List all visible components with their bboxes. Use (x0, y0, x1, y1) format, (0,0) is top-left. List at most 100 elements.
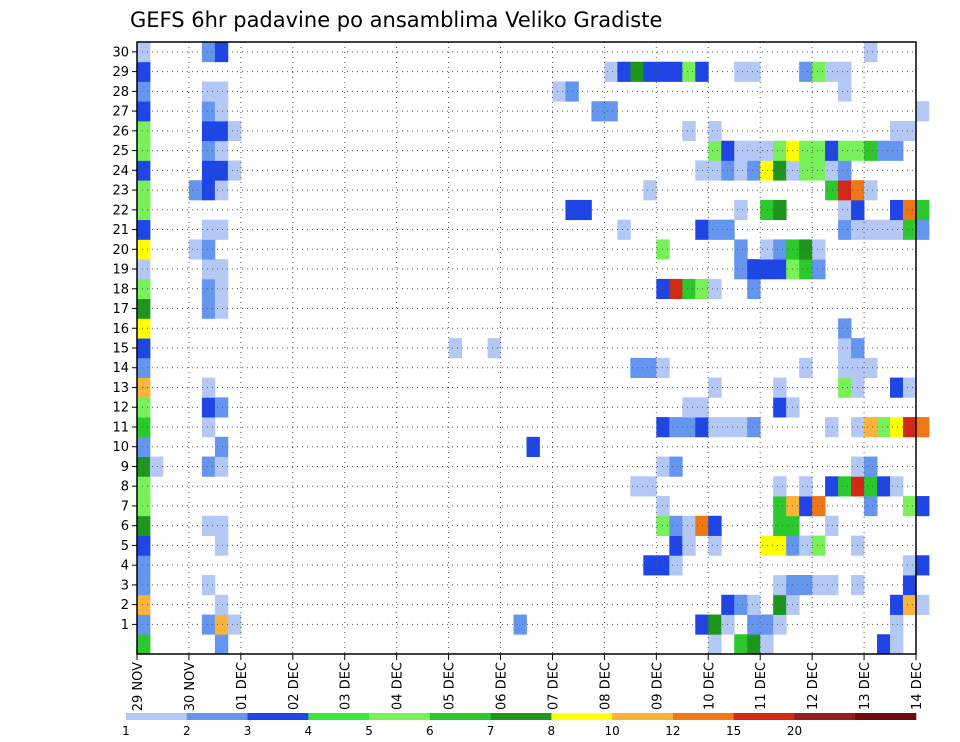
heatmap-cell (227, 160, 242, 181)
color-legend: 1 2 3 4 5 6 7 8 10 12 15 20 (122, 713, 917, 738)
y-tick-label: 12 (112, 401, 129, 416)
legend-label: 7 (487, 724, 495, 738)
y-tick-label: 10 (112, 440, 129, 455)
legend-color-box (186, 713, 248, 720)
heatmap-cell (825, 575, 839, 596)
heatmap-cell (201, 278, 216, 300)
heatmap-cell (799, 535, 813, 556)
heatmap-cell (604, 61, 618, 82)
heatmap-cell (838, 61, 852, 82)
heatmap-cell (708, 634, 722, 655)
heatmap-cell (656, 239, 670, 260)
heatmap-cell (825, 515, 839, 536)
heatmap-cell (201, 219, 216, 240)
heatmap-cell (864, 219, 878, 240)
heatmap-cell (137, 535, 151, 556)
heatmap-cell (747, 634, 761, 655)
heatmap-cell (747, 614, 761, 635)
heatmap-cell (838, 219, 852, 240)
heatmap-cell (604, 101, 618, 122)
heatmap-cell (656, 496, 670, 517)
heatmap-cells (137, 42, 930, 655)
heatmap-cell (617, 219, 631, 240)
heatmap-cell (137, 318, 151, 339)
heatmap-cell (838, 81, 852, 102)
heatmap-cell (812, 140, 826, 161)
legend-label: 20 (787, 724, 802, 738)
plot-frame (136, 41, 917, 655)
y-tick-label: 2 (121, 598, 129, 613)
heatmap-cell (825, 417, 839, 438)
heatmap-cell (617, 61, 631, 82)
heatmap-cell (656, 417, 670, 438)
heatmap-cell (137, 515, 151, 536)
heatmap-cell (214, 436, 229, 457)
heatmap-cell (227, 120, 242, 142)
heatmap-cell (682, 120, 696, 142)
heatmap-cell (214, 456, 229, 477)
x-tick-label: 10 DEC (702, 662, 717, 710)
y-tick-label: 27 (112, 105, 129, 120)
legend-color-box (794, 713, 856, 720)
heatmap-cell (799, 476, 813, 497)
heatmap-cell (903, 496, 917, 517)
heatmap-cell (838, 377, 852, 398)
heatmap-cell (214, 259, 229, 280)
heatmap-cell (137, 634, 151, 655)
legend-label: 8 (548, 724, 556, 738)
heatmap-cell (708, 120, 722, 142)
legend-color-box (247, 713, 309, 720)
heatmap-cell (864, 357, 878, 379)
heatmap-cell (137, 357, 151, 379)
y-tick-label: 11 (112, 420, 129, 435)
heatmap-cell (903, 199, 917, 221)
heatmap-cell (214, 634, 229, 655)
y-tick-label: 4 (121, 559, 129, 574)
y-tick-label: 6 (121, 519, 129, 534)
x-tick-label: 03 DEC (339, 662, 354, 710)
heatmap-cell (825, 140, 839, 161)
heatmap-cell (682, 417, 696, 438)
heatmap-cell (773, 535, 787, 556)
heatmap-cell (890, 476, 904, 497)
heatmap-cell (760, 259, 774, 280)
x-tick-label: 06 DEC (495, 662, 510, 710)
heatmap-cell (137, 61, 151, 82)
y-tick-label: 8 (121, 480, 129, 495)
heatmap-cell (695, 61, 709, 82)
heatmap-cell (201, 515, 216, 536)
heatmap-cell (734, 259, 748, 280)
heatmap-cell (214, 81, 229, 102)
x-tick-label: 14 DEC (910, 662, 925, 710)
heatmap-cell (877, 219, 891, 240)
legend-color-box (855, 713, 917, 720)
y-tick-label: 17 (112, 302, 129, 317)
heatmap-cell (137, 417, 151, 438)
heatmap-cell (708, 515, 722, 536)
heatmap-cell (137, 397, 151, 418)
heatmap-cell (773, 259, 787, 280)
heatmap-cell (864, 42, 878, 63)
heatmap-cell (838, 160, 852, 181)
heatmap-cell (669, 456, 683, 477)
heatmap-cell (799, 140, 813, 161)
heatmap-cell (890, 614, 904, 635)
x-tick-label: 11 DEC (754, 662, 769, 710)
heatmap-cell (137, 594, 151, 615)
heatmap-cell (773, 575, 787, 596)
heatmap-cell (864, 456, 878, 477)
y-tick-label: 9 (121, 460, 129, 475)
heatmap-cell (760, 535, 774, 556)
heatmap-cell (188, 180, 203, 201)
heatmap-cell (890, 377, 904, 398)
heatmap-cell (695, 614, 709, 635)
heatmap-cell (773, 476, 787, 497)
heatmap-cell (643, 61, 657, 82)
heatmap-cell (487, 338, 501, 359)
y-tick-label: 1 (121, 618, 129, 633)
heatmap-cell (149, 456, 164, 477)
heatmap-cell (214, 42, 229, 63)
heatmap-cell (137, 160, 151, 181)
heatmap-cell (214, 515, 229, 536)
